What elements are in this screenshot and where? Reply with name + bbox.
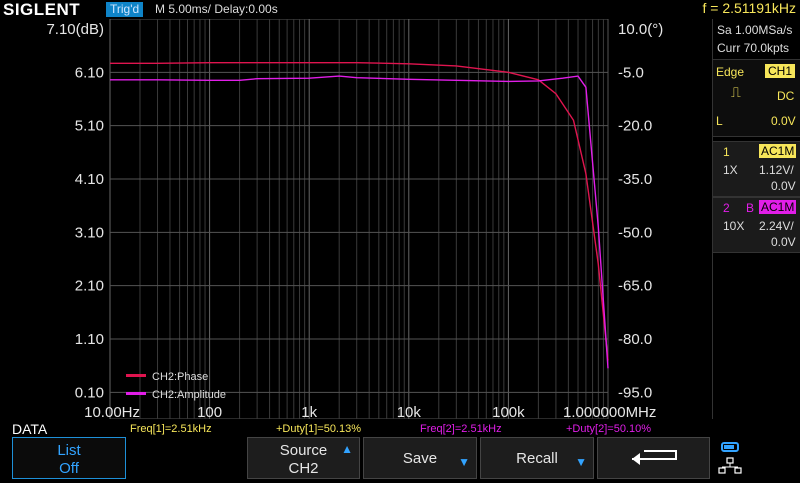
return-arrow-icon [632,450,677,465]
plot-area [110,19,608,419]
right-tick-label: -5.0 [618,64,644,81]
return-softkey[interactable] [597,437,710,479]
x-tick-label: 1k [301,404,317,419]
amplitude-series-line [110,75,609,369]
trigger-panel[interactable]: Edge CH1 ⎍ DC L 0.0V [713,59,800,137]
legend-swatch-phase [126,374,146,377]
trigger-level: 0.0V [771,114,796,128]
left-tick-label: 5.10 [75,118,104,135]
save-softkey[interactable]: Save ▼ [363,437,477,479]
frequency-readout: f = 2.51191kHz [702,0,796,16]
ch1-number: 1 [723,145,730,159]
legend-label-phase: CH2:Phase [152,371,208,383]
trigger-type: Edge [716,65,745,79]
ch1-scale: 1.12V/ [759,163,794,177]
trigger-coupling: DC [777,89,795,103]
ch2-coupling-badge: AC1M [759,200,797,214]
left-tick-label: 3.10 [75,224,104,241]
ch2-offset: 0.0V [771,235,796,249]
trigger-level-label: L [716,114,723,128]
legend: CH2:Phase CH2:Amplitude [126,371,226,401]
freq1-measurement: Freq[1]=2.51kHz [130,423,212,435]
right-tick-label: -20.0 [618,118,652,135]
left-tick-label: 1.10 [75,331,104,348]
rising-edge-icon: ⎍ [731,84,741,100]
right-axis-label: 10.0(°) [618,21,663,38]
plot-grid [109,19,609,419]
left-tick-label: 2.10 [75,278,104,295]
ch2-scale: 2.24V/ [759,219,794,233]
bode-plot: 7.10(dB) 10.0(°) 6.10 5.10 4.10 3.10 2.10 1.10 0… [46,19,663,419]
phase-series-line [110,62,609,361]
x-tick-label: 10.00Hz [84,404,140,419]
top-status-bar: SIGLENT Trig'd M 5.00ms/ Delay:0.00s f =… [0,0,800,19]
timebase-readout[interactable]: M 5.00ms/ Delay:0.00s [155,2,278,16]
duty2-measurement: +Duty[2]=50.10% [566,423,652,435]
source-softkey-line2: CH2 [288,460,319,477]
list-softkey-line1: List [57,442,81,459]
sample-rate: Sa 1.00MSa/s [717,23,793,37]
duty1-measurement: +Duty[1]=50.13% [276,423,362,435]
list-off-softkey[interactable]: List Off [12,437,126,479]
legend-label-amplitude: CH2:Amplitude [152,389,226,401]
ch1-offset: 0.0V [771,179,796,193]
ch2-panel[interactable]: 2 B AC1M 10X 2.24V/ 0.0V [713,197,800,253]
source-softkey-line1: Source [279,442,328,459]
left-tick-label: 6.10 [75,64,104,81]
down-arrow-icon: ▼ [458,455,470,469]
recall-softkey[interactable]: Recall ▼ [480,437,594,479]
memory-depth: Curr 70.0kpts [717,41,790,55]
ch1-probe: 1X [723,163,738,177]
right-tick-label: -50.0 [618,224,652,241]
network-status-icon [716,440,746,478]
right-tick-label: -65.0 [618,278,652,295]
save-softkey-label: Save [402,450,438,467]
left-tick-label: 4.10 [75,171,104,188]
legend-swatch-amplitude [126,392,146,395]
ch1-coupling-badge: AC1M [759,144,797,158]
x-tick-label: 100k [492,404,525,419]
list-softkey-line2: Off [59,460,79,477]
left-tick-label: 0.10 [75,384,104,401]
up-arrow-icon: ▲ [341,442,353,456]
recall-softkey-label: Recall [516,450,558,467]
trigger-status-badge: Trig'd [106,2,144,17]
trigger-source-badge: CH1 [765,64,796,78]
axis-ticks: 7.10(dB) 10.0(°) 6.10 5.10 4.10 3.10 2.10 1.10 0… [46,21,663,419]
source-softkey[interactable]: Source CH2 ▲ [247,437,360,479]
side-panel: Sa 1.00MSa/s Curr 70.0kpts Edge CH1 ⎍ DC… [712,19,800,419]
left-axis-label: 7.10(dB) [46,21,104,38]
ch1-panel[interactable]: 1 AC1M 1X 1.12V/ 0.0V [713,141,800,197]
x-tick-label: 10k [397,404,422,419]
ch2-number: 2 [723,201,730,215]
ch2-probe: 10X [723,219,745,233]
right-tick-label: -35.0 [618,171,652,188]
x-tick-label: 1.000000MHz [563,404,656,419]
right-tick-label: -80.0 [618,331,652,348]
data-label: DATA [12,421,48,437]
freq2-measurement: Freq[2]=2.51kHz [420,423,502,435]
down-arrow-icon: ▼ [575,455,587,469]
brand-logo: SIGLENT [3,0,81,19]
ch2-bw-limit: B [746,201,755,215]
right-tick-label: -95.0 [618,384,652,401]
x-tick-label: 100 [197,404,222,419]
